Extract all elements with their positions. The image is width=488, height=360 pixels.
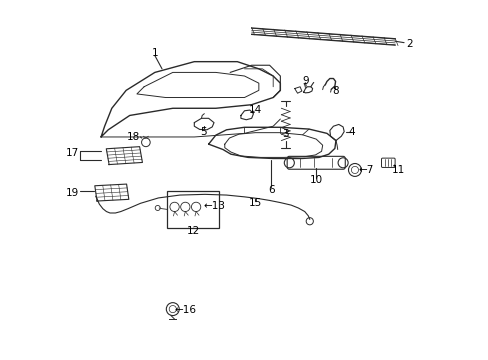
- Text: 14: 14: [248, 105, 262, 115]
- Text: 6: 6: [267, 185, 274, 195]
- Text: ←13: ←13: [203, 201, 224, 211]
- Text: 8: 8: [332, 86, 339, 96]
- Text: 11: 11: [391, 165, 405, 175]
- Text: 18: 18: [126, 132, 140, 142]
- Text: 3: 3: [282, 130, 288, 139]
- FancyBboxPatch shape: [286, 156, 345, 169]
- Text: ←16: ←16: [174, 305, 196, 315]
- Text: ←7: ←7: [358, 165, 373, 175]
- Text: 1: 1: [151, 48, 158, 58]
- Text: 15: 15: [248, 198, 262, 208]
- Text: 19: 19: [66, 188, 80, 198]
- Text: 9: 9: [302, 76, 308, 86]
- Text: 10: 10: [309, 175, 322, 185]
- FancyBboxPatch shape: [381, 158, 394, 167]
- Text: 17: 17: [66, 148, 80, 158]
- Bar: [167, 191, 219, 228]
- Text: 12: 12: [186, 226, 200, 236]
- Text: 4: 4: [348, 127, 355, 136]
- Text: 2: 2: [405, 39, 412, 49]
- Text: 5: 5: [200, 127, 206, 136]
